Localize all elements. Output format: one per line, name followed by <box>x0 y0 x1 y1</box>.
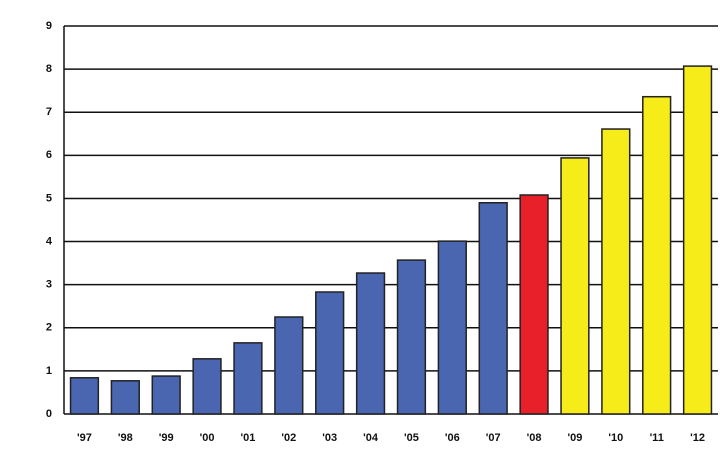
x-tick-label: '11 <box>650 432 664 444</box>
y-tick-label: 7 <box>46 106 52 118</box>
x-tick-label: '00 <box>200 432 215 444</box>
x-tick-label: '98 <box>118 432 133 444</box>
bar <box>642 95 672 415</box>
bar <box>192 358 222 415</box>
x-tick-label: '05 <box>404 432 419 444</box>
x-tick-label: '06 <box>445 432 460 444</box>
x-tick-label: '03 <box>322 432 337 444</box>
x-tick-label: '01 <box>241 432 256 444</box>
x-tick-label: '99 <box>159 432 174 444</box>
x-tick-label: '08 <box>527 432 542 444</box>
x-tick-label: '09 <box>568 432 583 444</box>
bar <box>437 240 467 415</box>
bar <box>69 377 100 415</box>
y-tick-label: 8 <box>46 63 52 75</box>
bar <box>601 128 631 415</box>
y-tick-label: 5 <box>46 192 52 204</box>
x-tick-label: '97 <box>77 432 92 444</box>
x-tick-label: '07 <box>486 432 501 444</box>
bar <box>274 316 304 415</box>
bar <box>315 291 345 415</box>
y-tick-label: 2 <box>46 322 52 334</box>
bar <box>355 272 386 415</box>
bar <box>396 259 427 415</box>
bar <box>233 342 263 415</box>
x-tick-label: '04 <box>363 432 379 444</box>
y-tick-label: 3 <box>46 279 52 291</box>
bar <box>110 380 140 415</box>
bar <box>478 202 508 415</box>
y-tick-label: 0 <box>46 408 52 420</box>
bar <box>560 157 590 415</box>
bar <box>682 65 713 415</box>
bar <box>519 194 549 415</box>
y-tick-label: 1 <box>46 365 52 377</box>
bar <box>151 375 181 415</box>
x-tick-label: '02 <box>281 432 296 444</box>
x-tick-label: '12 <box>690 432 705 444</box>
x-tick-label: '10 <box>608 432 623 444</box>
y-tick-label: 6 <box>46 149 52 161</box>
y-tick-label: 9 <box>46 20 52 32</box>
y-tick-label: 4 <box>46 235 53 247</box>
